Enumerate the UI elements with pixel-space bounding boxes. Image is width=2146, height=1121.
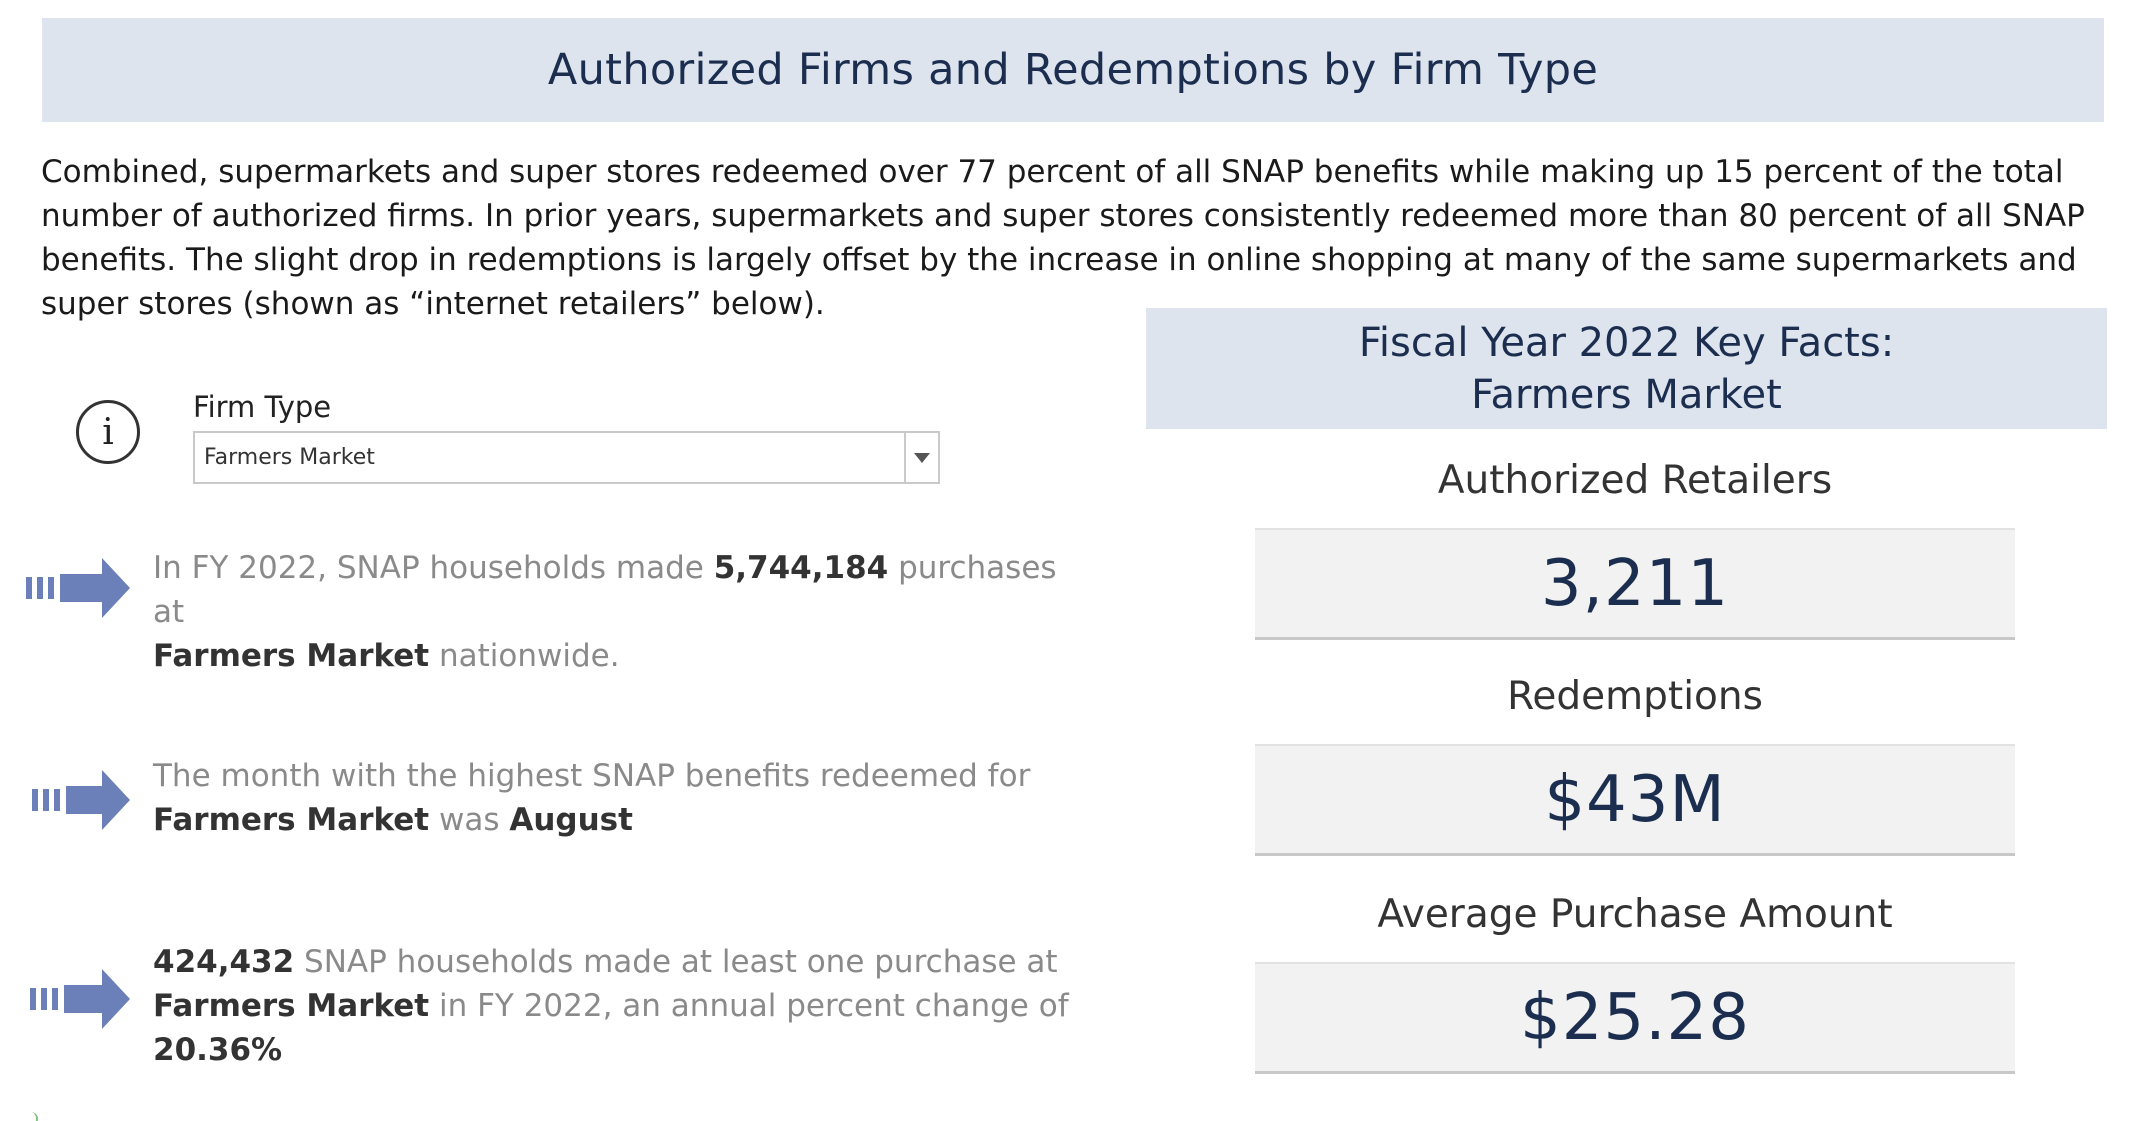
firm-name: Farmers Market	[153, 988, 430, 1024]
average-purchase-value: $25.28	[1520, 980, 1750, 1055]
scroll-indicator	[30, 1112, 38, 1121]
filter-label: Firm Type	[193, 390, 332, 424]
info-icon[interactable]: i	[76, 400, 140, 464]
firm-name: Farmers Market	[153, 638, 430, 674]
fact-text: nationwide.	[429, 638, 620, 674]
key-facts-header: Fiscal Year 2022 Key Facts: Farmers Mark…	[1146, 308, 2107, 429]
arrow-right-icon	[28, 966, 134, 1032]
authorized-retailers-value: 3,211	[1540, 546, 1730, 621]
household-count: 424,432	[153, 944, 295, 980]
percent-change: 20.36%	[153, 1032, 283, 1068]
arrow-right-icon	[24, 555, 130, 621]
fact-households: 424,432 SNAP households made at least on…	[153, 940, 1073, 1072]
title-banner: Authorized Firms and Redemptions by Firm…	[42, 18, 2104, 122]
fact-purchases: In FY 2022, SNAP households made 5,744,1…	[153, 546, 1073, 678]
fact-text: purchases at	[153, 550, 1057, 630]
firm-type-dropdown[interactable]: Farmers Market	[193, 431, 940, 484]
chevron-down-icon[interactable]	[904, 433, 938, 482]
average-purchase-card: $25.28	[1255, 962, 2015, 1074]
key-facts-firm: Farmers Market	[1471, 371, 1782, 418]
purchase-count: 5,744,184	[713, 550, 889, 586]
redemptions-value: $43M	[1544, 762, 1726, 837]
redemptions-label: Redemptions	[1507, 674, 1763, 719]
intro-paragraph: Combined, supermarkets and super stores …	[41, 154, 2085, 322]
page-title: Authorized Firms and Redemptions by Firm…	[547, 45, 1599, 95]
firm-name: Farmers Market	[153, 802, 430, 838]
firm-type-selected-value: Farmers Market	[204, 445, 375, 470]
key-facts-title: Fiscal Year 2022 Key Facts:	[1358, 319, 1895, 366]
average-purchase-label: Average Purchase Amount	[1377, 892, 1893, 937]
fact-text: SNAP households made at least one purcha…	[294, 944, 1058, 980]
fact-text: In FY 2022, SNAP households made	[153, 550, 714, 586]
fact-text: in FY 2022, an annual percent change of	[429, 988, 1069, 1024]
authorized-retailers-card: 3,211	[1255, 528, 2015, 640]
highest-month: August	[509, 802, 633, 838]
redemptions-card: $43M	[1255, 744, 2015, 856]
fact-text: was	[429, 802, 510, 838]
fact-text: The month with the highest SNAP benefits…	[153, 758, 1031, 794]
fact-highest-month: The month with the highest SNAP benefits…	[153, 754, 1073, 842]
arrow-right-icon	[30, 767, 136, 833]
authorized-retailers-label: Authorized Retailers	[1437, 458, 1833, 503]
